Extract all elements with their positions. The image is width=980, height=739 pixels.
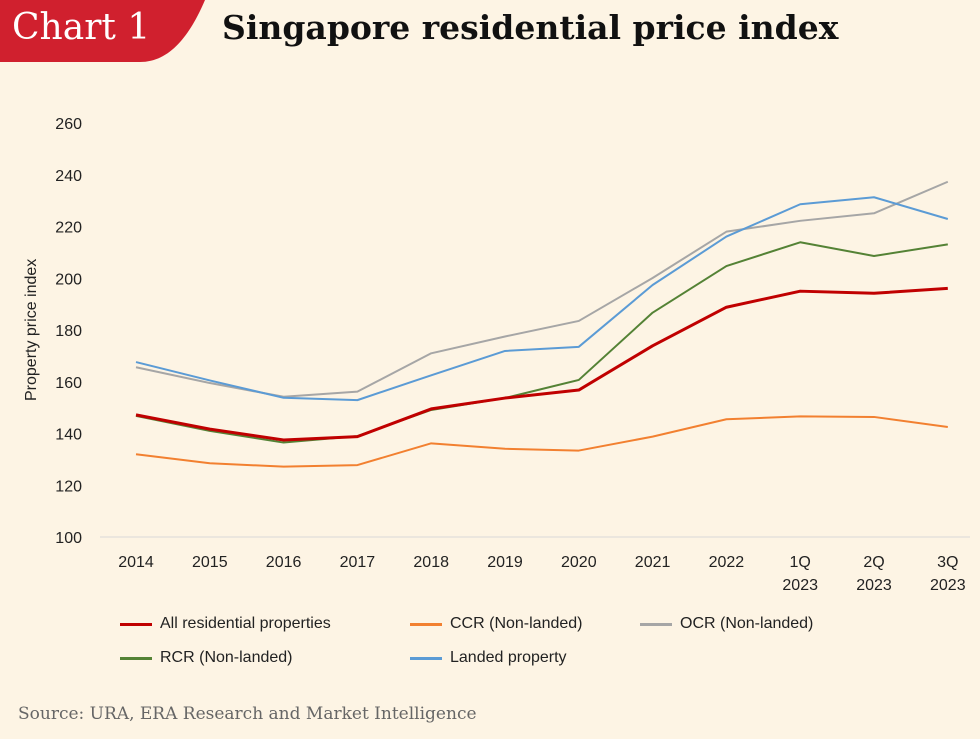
legend-swatch — [640, 622, 672, 626]
legend-swatch — [120, 622, 152, 626]
legend-item: All residential properties — [120, 614, 331, 634]
series-line-all-residential-properties — [135, 286, 948, 442]
legend-swatch — [120, 656, 152, 660]
legend-item: OCR (Non-landed) — [640, 614, 813, 634]
x-tick-label: 2023 — [782, 577, 818, 594]
x-tick-label: 2018 — [413, 554, 449, 571]
x-tick-label: 2019 — [487, 554, 523, 571]
series-line-ccr-non-landed- — [135, 415, 948, 468]
x-tick-label: 2016 — [266, 554, 302, 571]
legend-label: OCR (Non-landed) — [680, 615, 814, 632]
source-note: Source: URA, ERA Research and Market Int… — [18, 704, 477, 724]
chart-number-tab: Chart 1 — [0, 0, 205, 62]
y-tick-label: 140 — [55, 427, 82, 444]
legend-item: RCR (Non-landed) — [120, 648, 293, 668]
x-tick-label: 2022 — [709, 554, 745, 571]
x-tick-label: 2017 — [340, 554, 376, 571]
legend-item: Landed property — [410, 648, 567, 668]
series-line-ocr-non-landed- — [135, 180, 949, 398]
series-line-landed-property — [135, 196, 949, 402]
legend-swatch — [410, 656, 442, 660]
x-tick-label: 1Q — [790, 554, 811, 571]
x-tick-label: 2014 — [118, 554, 154, 571]
legend-label: CCR (Non-landed) — [450, 615, 583, 632]
legend-label: Landed property — [450, 649, 567, 666]
legend-item: CCR (Non-landed) — [410, 614, 583, 634]
y-axis-label: Property price index — [23, 258, 40, 402]
x-tick-label: 2015 — [192, 554, 228, 571]
x-tick-label: 2023 — [930, 577, 966, 594]
y-tick-label: 180 — [55, 323, 82, 340]
legend-swatch — [410, 622, 442, 626]
y-tick-label: 240 — [55, 168, 82, 185]
y-tick-label: 220 — [55, 220, 82, 237]
y-tick-label: 120 — [55, 478, 82, 495]
y-tick-label: 160 — [55, 375, 82, 392]
x-tick-label: 2020 — [561, 554, 597, 571]
legend-label: RCR (Non-landed) — [160, 649, 293, 666]
chart-number: Chart 1 — [12, 7, 151, 48]
legend-label: All residential properties — [160, 615, 331, 632]
x-tick-label: 2023 — [856, 577, 892, 594]
y-tick-label: 100 — [55, 530, 82, 547]
y-tick-label: 260 — [55, 116, 82, 133]
x-tick-label: 2021 — [635, 554, 671, 571]
y-tick-label: 200 — [55, 271, 82, 288]
x-tick-label: 2Q — [863, 554, 884, 571]
x-tick-label: 3Q — [937, 554, 958, 571]
series-line-rcr-non-landed- — [135, 241, 948, 444]
chart-title: Singapore residential price index — [222, 8, 839, 47]
